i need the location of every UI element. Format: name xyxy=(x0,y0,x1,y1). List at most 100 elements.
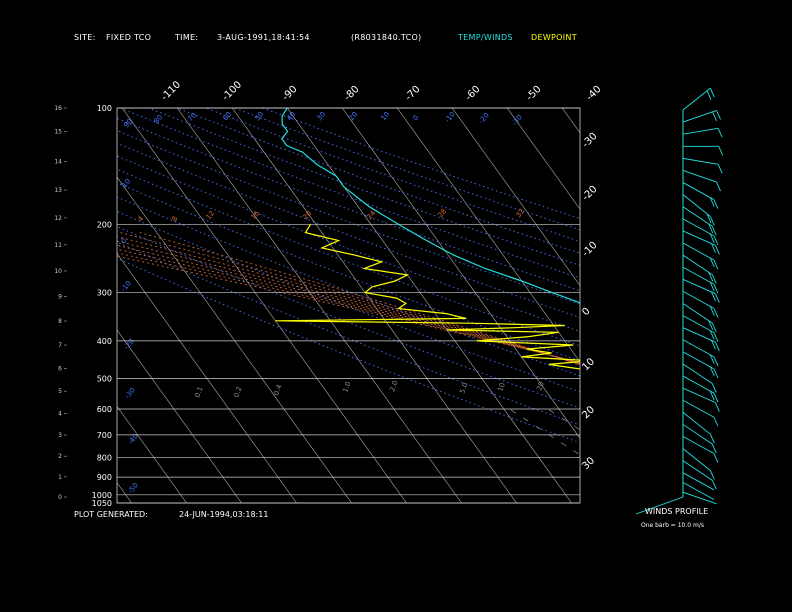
height-label: 10 xyxy=(54,268,62,275)
isotherm-line xyxy=(506,108,580,210)
wind-barb-flag xyxy=(713,284,719,294)
isotherm-line xyxy=(0,108,77,503)
wind-barb xyxy=(682,424,713,445)
dry-adiabat-label: -10 xyxy=(119,279,132,293)
wind-barb-flag xyxy=(711,322,717,333)
isotherm-label-right: 0 xyxy=(580,306,592,318)
height-label: 14 xyxy=(54,158,62,165)
isotherm-line xyxy=(121,108,407,503)
wind-barb xyxy=(682,303,713,324)
pressure-label: 1000 xyxy=(92,491,112,500)
dry-adiabat xyxy=(117,155,580,332)
height-label: 11 xyxy=(54,242,62,249)
wind-barb xyxy=(682,315,715,333)
isotherm-line xyxy=(231,108,517,503)
dry-adiabat xyxy=(117,182,580,362)
dry-adiabat-label: -40 xyxy=(126,432,139,446)
wind-barb-flag xyxy=(712,111,717,122)
wind-barb-flag xyxy=(711,443,717,454)
wind-barb-flag xyxy=(718,146,724,156)
wind-barb-flag xyxy=(717,128,723,138)
header-time-value: 3-AUG-1991,18:41:54 xyxy=(217,33,310,42)
wind-barb-flag xyxy=(709,366,715,377)
isotherm-label-top: -90 xyxy=(280,84,299,103)
wind-barb xyxy=(682,472,715,491)
footer-generated-label: PLOT GENERATED: xyxy=(74,510,148,519)
wind-barb-flag xyxy=(716,110,721,120)
header-site-value: FIXED TCO xyxy=(106,33,152,42)
moist-adiabat xyxy=(120,232,580,366)
wind-barb-flag xyxy=(711,291,716,302)
header-file-name: (R8031840.TCO) xyxy=(351,33,422,42)
isotherm-line xyxy=(727,108,792,503)
wind-barb-flag xyxy=(709,216,715,226)
moist-adiabat-label: 12 xyxy=(204,209,216,221)
isotherm-line xyxy=(117,405,187,503)
height-label: 12 xyxy=(54,215,62,222)
height-label: 6 xyxy=(58,365,62,372)
height-label: 9 xyxy=(58,293,62,300)
wind-barb-flag xyxy=(709,197,715,207)
dry-adiabat-label: -20 xyxy=(477,111,490,125)
pressure-label: 600 xyxy=(97,405,112,414)
isotherm-line xyxy=(396,108,580,363)
isotherm-line xyxy=(451,108,580,287)
wind-barb-flag xyxy=(716,181,721,192)
mixing-ratio-line xyxy=(740,409,792,503)
isotherm-label-right: -30 xyxy=(580,131,599,150)
wind-barb xyxy=(682,291,715,309)
wind-barb xyxy=(682,351,715,370)
moist-adiabat xyxy=(117,252,580,364)
dry-adiabat xyxy=(120,108,580,279)
mixing-ratio-line xyxy=(547,408,580,431)
wind-barb-flag xyxy=(709,281,715,292)
wind-barb-flag xyxy=(706,90,712,100)
isotherm-line xyxy=(782,108,792,503)
wind-barb xyxy=(682,182,715,200)
dry-adiabat-label: 10 xyxy=(379,110,391,122)
mixing-ratio-label: 1.0 xyxy=(341,380,352,393)
isotherm-line xyxy=(286,108,572,503)
wind-barb xyxy=(682,399,715,418)
dry-adiabat-label: 70 xyxy=(186,111,198,123)
pressure-label: 700 xyxy=(97,431,112,440)
dry-adiabat-label: -50 xyxy=(126,481,139,495)
height-label: 0 xyxy=(58,494,62,501)
wind-barb-flag xyxy=(711,340,716,350)
wind-barb xyxy=(682,218,715,237)
dry-adiabat-label: 30 xyxy=(315,110,327,122)
dry-adiabat-label: -30 xyxy=(123,386,136,400)
height-label: 3 xyxy=(58,432,62,439)
plot-frame xyxy=(116,107,581,504)
wind-barb xyxy=(682,436,715,454)
wind-barb-flag xyxy=(708,272,714,282)
isotherm-label-right: 30 xyxy=(580,455,597,472)
footer-generated-value: 24-JUN-1994,03:18:11 xyxy=(179,510,269,519)
height-label: 5 xyxy=(58,388,62,395)
isotherm-label-right: 10 xyxy=(580,356,597,373)
pressure-label: 800 xyxy=(97,453,112,462)
wind-barb xyxy=(682,387,716,403)
height-label: 16 xyxy=(54,105,62,112)
wind-barb-flag xyxy=(713,417,719,427)
wind-barb-flag xyxy=(713,356,719,366)
wind-barb xyxy=(682,206,713,227)
mixing-ratio-line xyxy=(691,409,792,503)
dry-adiabat xyxy=(205,108,580,242)
wind-barb xyxy=(682,460,713,481)
mixing-ratio-label: 0.1 xyxy=(193,385,204,398)
wind-barb xyxy=(682,157,719,165)
dry-adiabat-label: -10 xyxy=(443,110,456,124)
wind-barb-flag xyxy=(711,383,717,393)
dry-adiabat-label: 10 xyxy=(120,177,132,189)
pressure-label: 100 xyxy=(97,104,112,113)
dry-adiabat-label: 60 xyxy=(221,110,233,122)
wind-barb-flag xyxy=(711,274,717,284)
dry-adiabat-label: 0 xyxy=(411,114,420,123)
height-label: 7 xyxy=(58,342,62,349)
wind-barb-flag xyxy=(713,392,719,403)
wind-barb xyxy=(682,170,717,183)
isotherm-label-top: -40 xyxy=(584,84,603,103)
dry-adiabat xyxy=(262,108,580,219)
dry-adiabat xyxy=(117,142,580,318)
